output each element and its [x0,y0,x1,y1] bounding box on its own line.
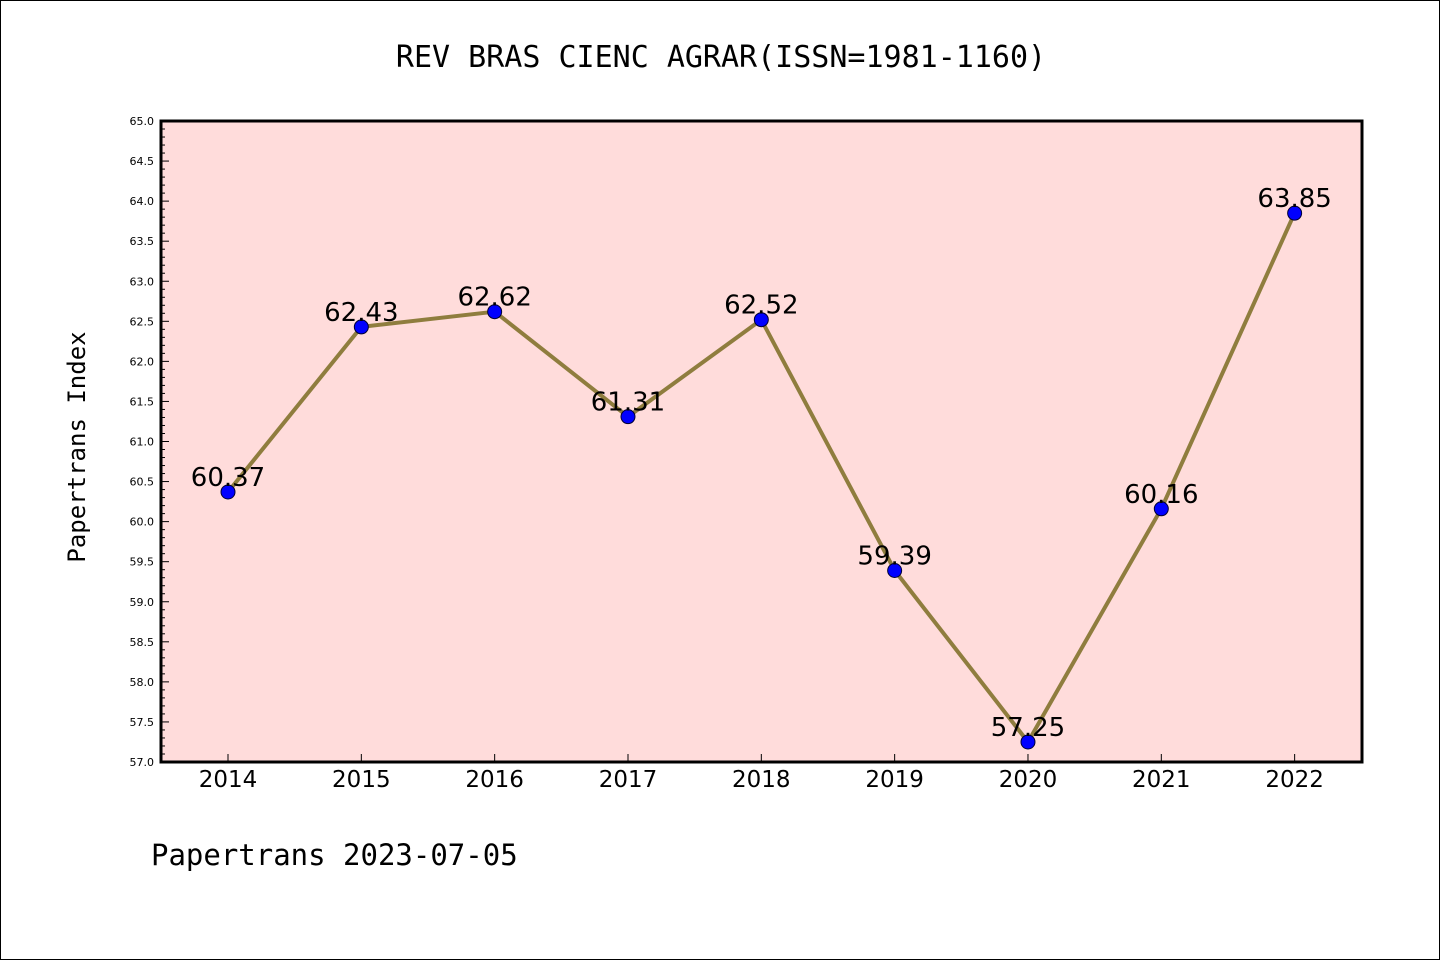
data-point [353,319,369,335]
y-tick-label: 61.5 [130,395,155,408]
data-point [487,304,503,320]
x-tick-label: 2015 [332,767,391,793]
y-tick-label: 61.0 [130,436,155,449]
y-tick-label: 62.0 [130,355,155,368]
x-tick-label: 2021 [1132,767,1191,793]
y-tick-label: 64.5 [130,155,155,168]
y-tick-label: 57.0 [130,756,155,769]
y-tick-label: 58.5 [130,636,155,649]
y-tick-label: 58.0 [130,676,155,689]
data-label: 61.31 [591,388,665,418]
plot-border [159,119,1364,764]
y-tick-label: 63.0 [130,275,155,288]
y-tick-label: 59.0 [130,596,155,609]
x-tick-label: 2014 [199,767,258,793]
data-label: 63.85 [1257,184,1331,214]
y-tick-label: 57.5 [130,716,155,729]
data-label: 62.52 [724,291,798,321]
data-label: 60.16 [1124,480,1198,510]
data-point [887,563,903,579]
footer-text: Papertrans 2023-07-05 [151,838,518,872]
data-markers [220,205,1303,750]
data-point [1020,734,1036,750]
data-label: 59.39 [857,542,931,572]
data-label: 60.37 [191,463,265,493]
data-point [220,484,236,500]
x-tick-label: 2020 [999,767,1058,793]
y-tick-label: 60.5 [130,476,155,489]
data-point [1153,501,1169,517]
y-tick-label: 60.0 [130,516,155,529]
y-tick-label: 63.5 [130,235,155,248]
x-tick-label: 2022 [1265,767,1324,793]
data-point [1287,205,1303,221]
data-point [753,312,769,328]
y-tick-label: 65.0 [130,115,155,128]
x-tick-label: 2019 [865,767,924,793]
plot-area [161,121,1362,762]
x-tick-label: 2017 [599,767,658,793]
data-label: 62.62 [457,283,531,313]
y-tick-label: 64.0 [130,195,155,208]
x-tick-label: 2018 [732,767,791,793]
y-tick-label: 59.5 [130,556,155,569]
data-point [620,409,636,425]
y-axis-label: Papertrans Index [63,331,91,562]
x-tick-label: 2016 [465,767,524,793]
data-label: 62.43 [324,298,398,328]
x-axis: 2014 2015 2016 2017 2018 2019 2020 2021 2022 [199,754,1324,793]
chart-title: REV BRAS CIENC AGRAR(ISSN=1981-1160) [396,40,1046,75]
y-tick-label: 62.5 [130,315,155,328]
data-label: 57.25 [991,713,1065,743]
data-labels: 60.37 62.43 62.62 61.31 62.52 59.39 57.25 60.16… [191,184,1332,743]
